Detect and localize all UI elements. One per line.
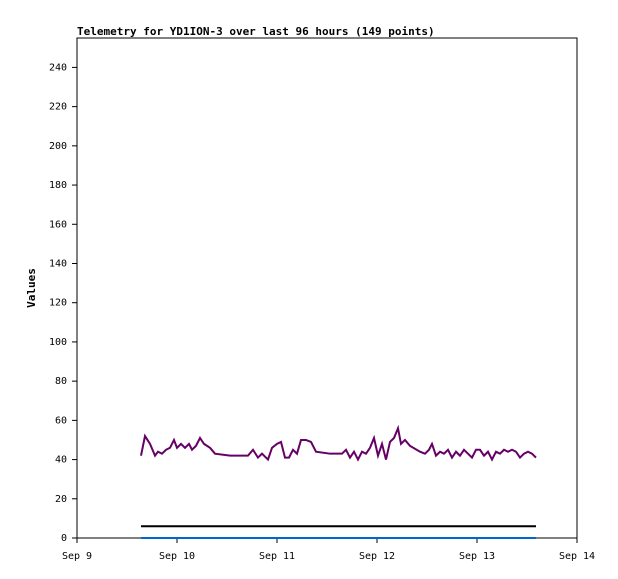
y-tick-label: 240 [49, 62, 67, 73]
x-tick-label: Sep 11 [259, 551, 295, 562]
y-tick-label: 0 [61, 533, 67, 544]
y-tick-label: 60 [55, 415, 67, 426]
plot-frame [76, 37, 578, 539]
y-tick-label: 120 [49, 298, 67, 309]
y-tick-label: 20 [55, 494, 67, 505]
series-line [140, 424, 537, 462]
x-tick-label: Sep 10 [159, 551, 195, 562]
y-axis-label: Values [25, 268, 38, 308]
y-tick-label: 100 [49, 337, 67, 348]
x-tick-label: Sep 13 [459, 551, 495, 562]
y-tick-label: 80 [55, 376, 67, 387]
y-tick-label: 180 [49, 180, 67, 191]
y-tick-label: 40 [55, 455, 67, 466]
y-tick-label: 200 [49, 141, 67, 152]
x-tick-label: Sep 9 [62, 551, 92, 562]
x-tick-label: Sep 12 [359, 551, 395, 562]
chart-title: Telemetry for YD1ION-3 over last 96 hour… [77, 25, 435, 38]
y-tick-label: 140 [49, 258, 67, 269]
y-tick-label: 160 [49, 219, 67, 230]
x-tick-label: Sep 14 [559, 551, 595, 562]
y-tick-label: 220 [49, 102, 67, 113]
